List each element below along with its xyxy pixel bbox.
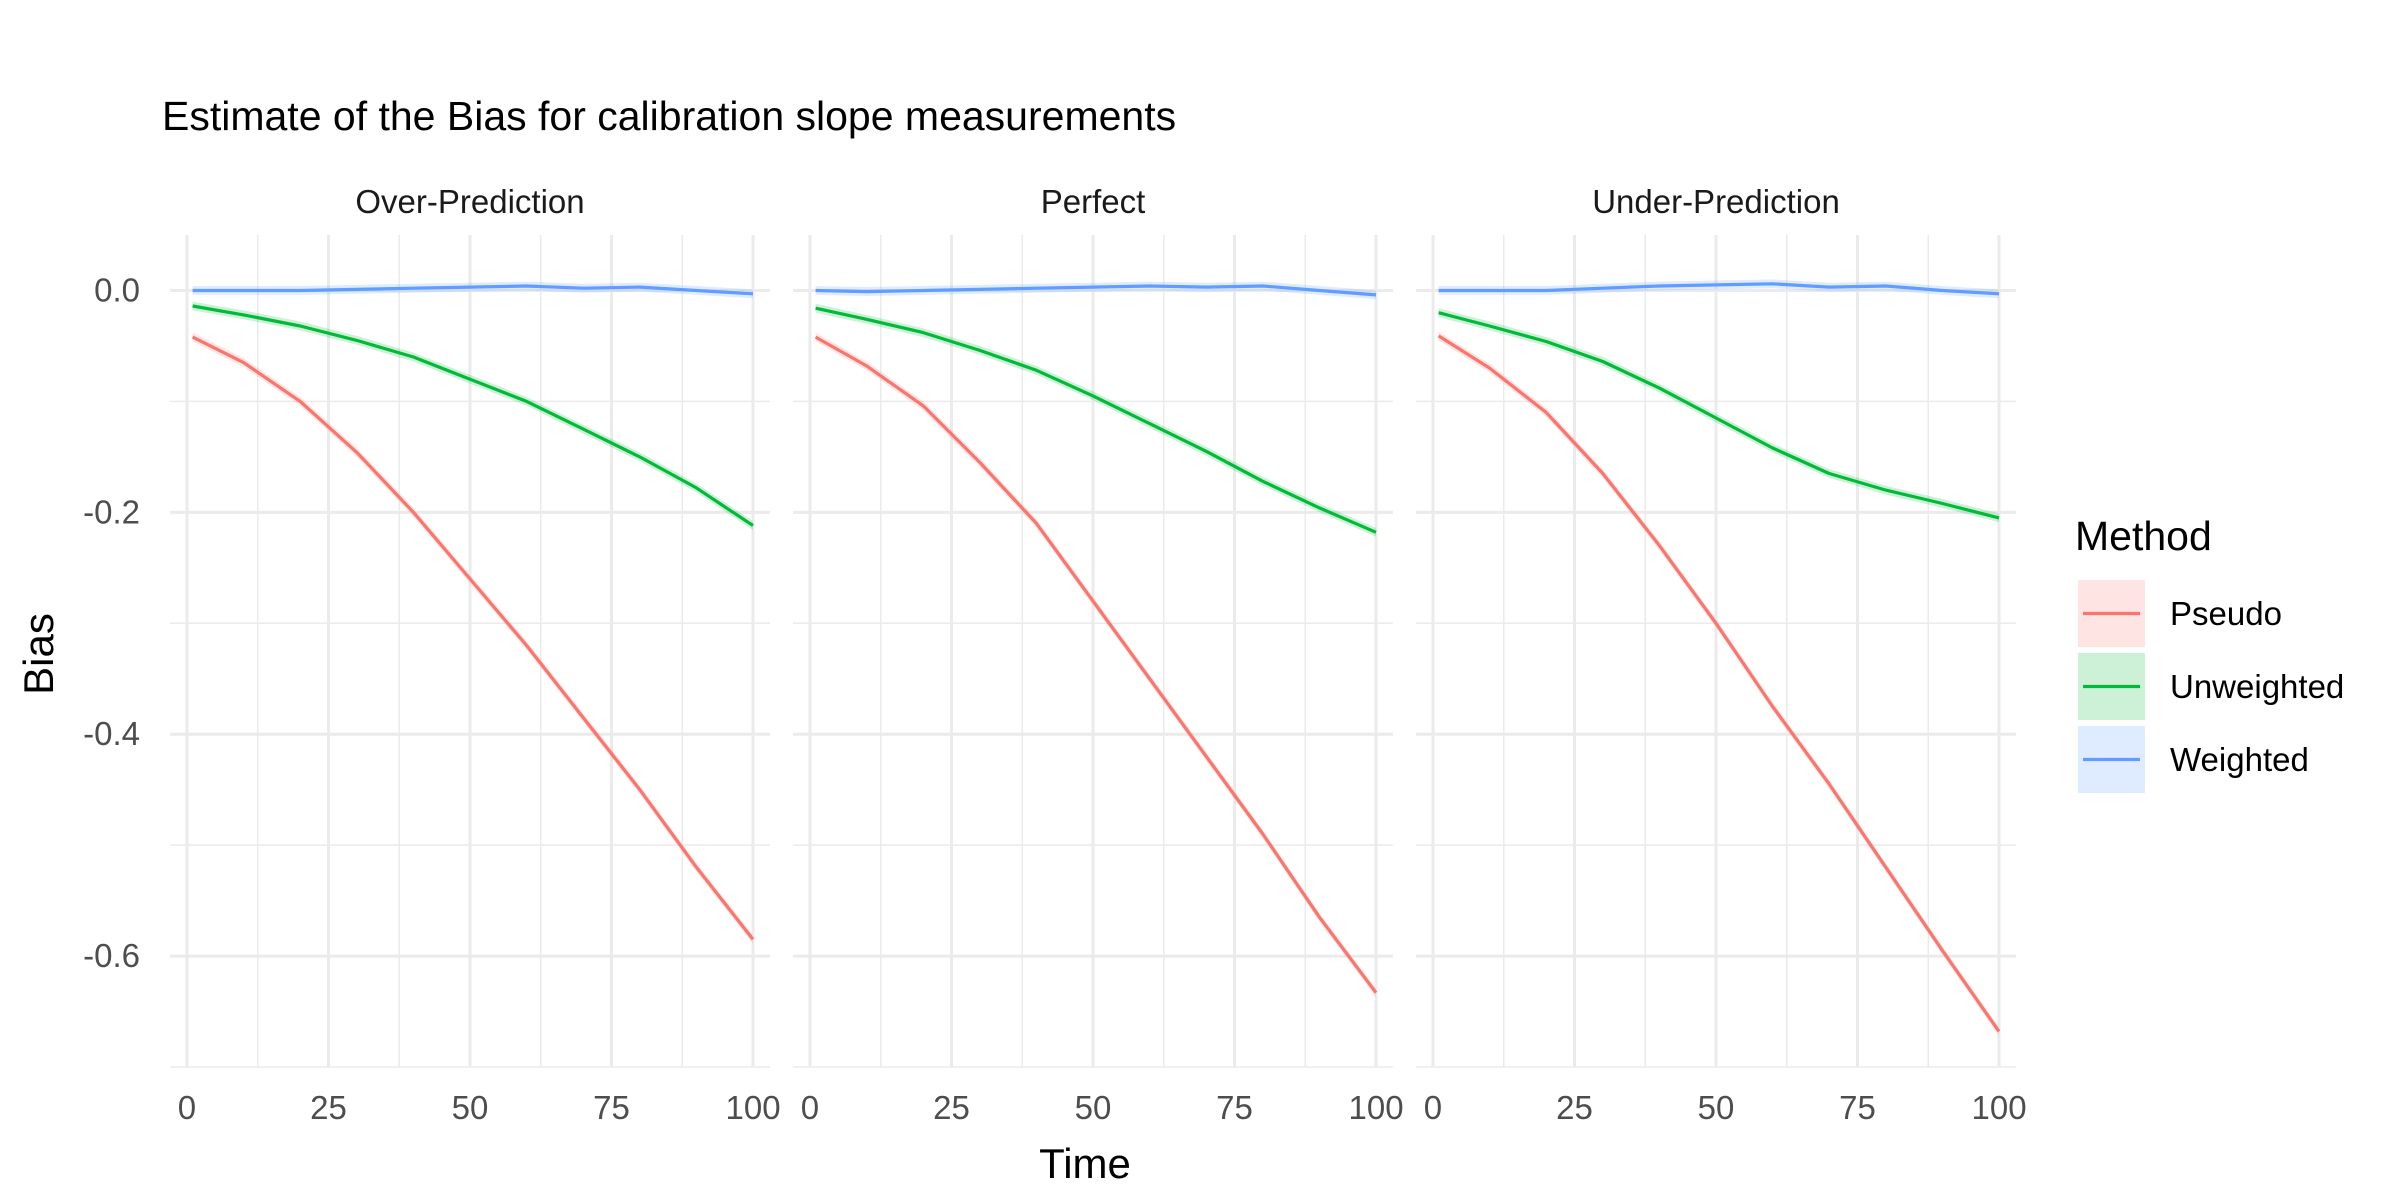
legend-item-pseudo: Pseudo [2078,580,2282,647]
series-line-unweighted [1438,311,2000,520]
series-line-weighted [815,284,1377,297]
y-tick-label: 0.0 [94,271,140,308]
x-tick-label: 25 [1556,1089,1593,1126]
facet-label: Perfect [1041,183,1146,220]
series-line-weighted [192,284,754,296]
y-tick-label: -0.6 [83,937,140,974]
x-tick-label: 100 [725,1089,780,1126]
y-tick-label: -0.2 [83,493,140,530]
x-tick-label: 75 [1216,1089,1253,1126]
panel-over-prediction: Over-Prediction 0 25 50 75 100 0.0 -0.2 -0.4 -0.6 [83,183,780,1126]
legend-item-weighted: Weighted [2078,726,2309,793]
x-tick-label: 25 [310,1089,347,1126]
facet-label: Over-Prediction [355,183,584,220]
panel-perfect: Perfect 0 25 50 75 100 [793,183,1404,1126]
panel-under-prediction: Under-Prediction 0 25 50 75 100 [1416,183,2027,1126]
chart-title: Estimate of the Bias for calibration slo… [162,93,1176,139]
x-tick-label: 75 [593,1089,630,1126]
facet-panels: Over-Prediction 0 25 50 75 100 0.0 -0.2 -0.4 -0.6… [83,183,2026,1126]
series-line-unweighted [192,304,754,527]
y-tick-label: -0.4 [83,715,140,752]
ribbon-unweighted [192,301,754,531]
legend: Method Pseudo Unweighted Weighted [2075,513,2344,793]
ribbon-unweighted [815,303,1376,537]
series-line-weighted [1438,282,2000,296]
ribbon-weighted [1438,279,1999,299]
x-tick-label: 100 [1348,1089,1403,1126]
y-axis-title: Bias [15,613,62,695]
x-axis-title: Time [1039,1140,1131,1187]
legend-label: Weighted [2170,741,2309,778]
legend-label: Pseudo [2170,595,2282,632]
legend-label: Unweighted [2170,668,2344,705]
ribbon-pseudo [815,332,1376,998]
x-tick-label: 0 [1424,1089,1442,1126]
x-tick-label: 0 [178,1089,196,1126]
facet-label: Under-Prediction [1592,183,1840,220]
series-line-unweighted [815,306,1377,534]
series-line-pseudo [1437,334,2001,1033]
x-tick-label: 50 [1075,1089,1112,1126]
series-line-pseudo [191,335,755,941]
ribbon-weighted [192,281,754,299]
x-tick-label: 100 [1971,1089,2026,1126]
ribbon-pseudo [192,332,754,944]
x-tick-label: 75 [1839,1089,1876,1126]
series-line-pseudo [814,335,1378,994]
ribbon-unweighted [1438,308,1999,523]
legend-title: Method [2075,513,2212,559]
legend-item-unweighted: Unweighted [2078,653,2344,720]
x-tick-label: 50 [1698,1089,1735,1126]
x-tick-label: 0 [801,1089,819,1126]
ribbon-pseudo [1438,331,1999,1036]
x-tick-label: 25 [933,1089,970,1126]
x-tick-label: 50 [452,1089,489,1126]
